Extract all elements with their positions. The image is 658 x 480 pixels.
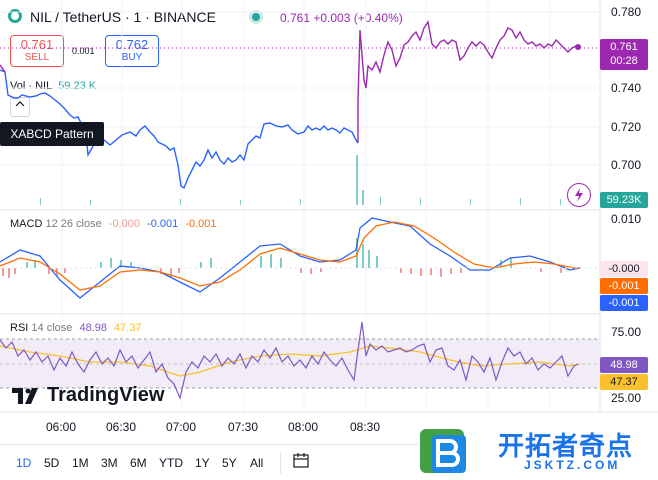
range-ytd[interactable]: YTD: [159, 456, 183, 470]
tradingview-logo: TradingView: [47, 384, 165, 406]
go-to-date-icon[interactable]: [292, 452, 310, 470]
market-open-icon: [252, 13, 260, 21]
rsi-tag: 48.98: [600, 357, 648, 373]
time-tick: 08:00: [288, 420, 319, 434]
macd-signal-tag: -0.001: [600, 278, 648, 294]
macd-title: MACD: [10, 218, 43, 230]
range-6m[interactable]: 6M: [130, 456, 147, 470]
range-5y[interactable]: 5Y: [222, 456, 237, 470]
rsi-tick: 75.00: [611, 325, 642, 339]
time-tick: 08:30: [350, 420, 381, 434]
rsi-avg-value: 47.37: [114, 322, 142, 334]
rsi-value: 48.98: [79, 322, 107, 334]
time-tick: 07:30: [228, 420, 259, 434]
range-3m[interactable]: 3M: [101, 456, 118, 470]
rsi-params: 14 close: [31, 322, 73, 334]
range-1d[interactable]: 1D: [16, 456, 32, 470]
price-line-blue: [0, 69, 359, 190]
last-price-tag-value: 0.761: [610, 41, 638, 53]
collapse-legend-button[interactable]: [10, 97, 30, 117]
last-price-dot: [575, 44, 581, 50]
countdown-value: 00:28: [610, 55, 638, 67]
range-all[interactable]: All: [250, 456, 264, 470]
watermark-url: JSKTZ.COM: [524, 458, 621, 472]
range-1y[interactable]: 1Y: [195, 456, 210, 470]
rsi-line: [0, 321, 579, 400]
macd-signal-value: -0.001: [185, 218, 217, 230]
volume-bars: [40, 155, 561, 205]
lightning-icon[interactable]: [567, 183, 591, 207]
price-tick: 0.740: [611, 81, 642, 95]
price-tick: 0.720: [611, 120, 642, 134]
rsi-avg-tag: 47.37: [600, 374, 648, 390]
watermark-name: 开拓者奇点: [498, 431, 634, 461]
last-price-tag: 0.761 00:28: [600, 39, 648, 70]
macd-line: [0, 217, 581, 299]
buy-label: BUY: [121, 52, 143, 63]
volume-tag: 59.23K: [600, 192, 648, 208]
macd-histogram: [2, 238, 562, 278]
macd-legend[interactable]: MACD 12 26 close -0.000 -0.001 -0.001: [10, 218, 217, 230]
time-tick: 06:00: [46, 420, 77, 434]
spread-value: 0.001: [72, 46, 95, 56]
macd-value: -0.001: [147, 218, 179, 230]
price-line-start: [0, 64, 6, 73]
symbol-title[interactable]: NIL / TetherUS · 1 · BINANCE: [30, 9, 216, 25]
rsi-average-line: [0, 345, 581, 377]
watermark-logo-icon: [420, 429, 466, 473]
volume-title: Vol · NIL: [10, 80, 53, 92]
sell-label: SELL: [24, 52, 50, 63]
volume-legend[interactable]: Vol · NIL 59.23 K: [10, 80, 96, 92]
macd-hist-tag: -0.000: [600, 261, 648, 277]
time-tick: 06:30: [106, 420, 137, 434]
price-line-purple: [357, 20, 581, 143]
range-5d[interactable]: 5D: [44, 456, 60, 470]
macd-tick: 0.010: [611, 212, 642, 226]
volume-value: 59.23 K: [58, 80, 97, 92]
rsi-title: RSI: [10, 322, 29, 334]
rsi-tick: 25.00: [611, 391, 642, 405]
time-tick: 07:00: [166, 420, 197, 434]
header-price: 0.761 +0.003 (+0.40%): [280, 11, 403, 25]
pattern-tooltip: XABCD Pattern: [0, 122, 104, 146]
macd-signal-line: [0, 221, 580, 291]
price-tick: 0.780: [611, 5, 642, 19]
range-1m[interactable]: 1M: [72, 456, 89, 470]
price-tick: 0.700: [611, 158, 642, 172]
macd-line-tag: -0.001: [600, 295, 648, 311]
rsi-legend[interactable]: RSI 14 close 48.98 47.37: [10, 322, 142, 334]
tradingview-logo-icon: [12, 388, 38, 404]
macd-params: 12 26 close: [45, 218, 102, 230]
chevron-up-icon: [15, 101, 25, 107]
macd-hist-value: -0.000: [108, 218, 140, 230]
